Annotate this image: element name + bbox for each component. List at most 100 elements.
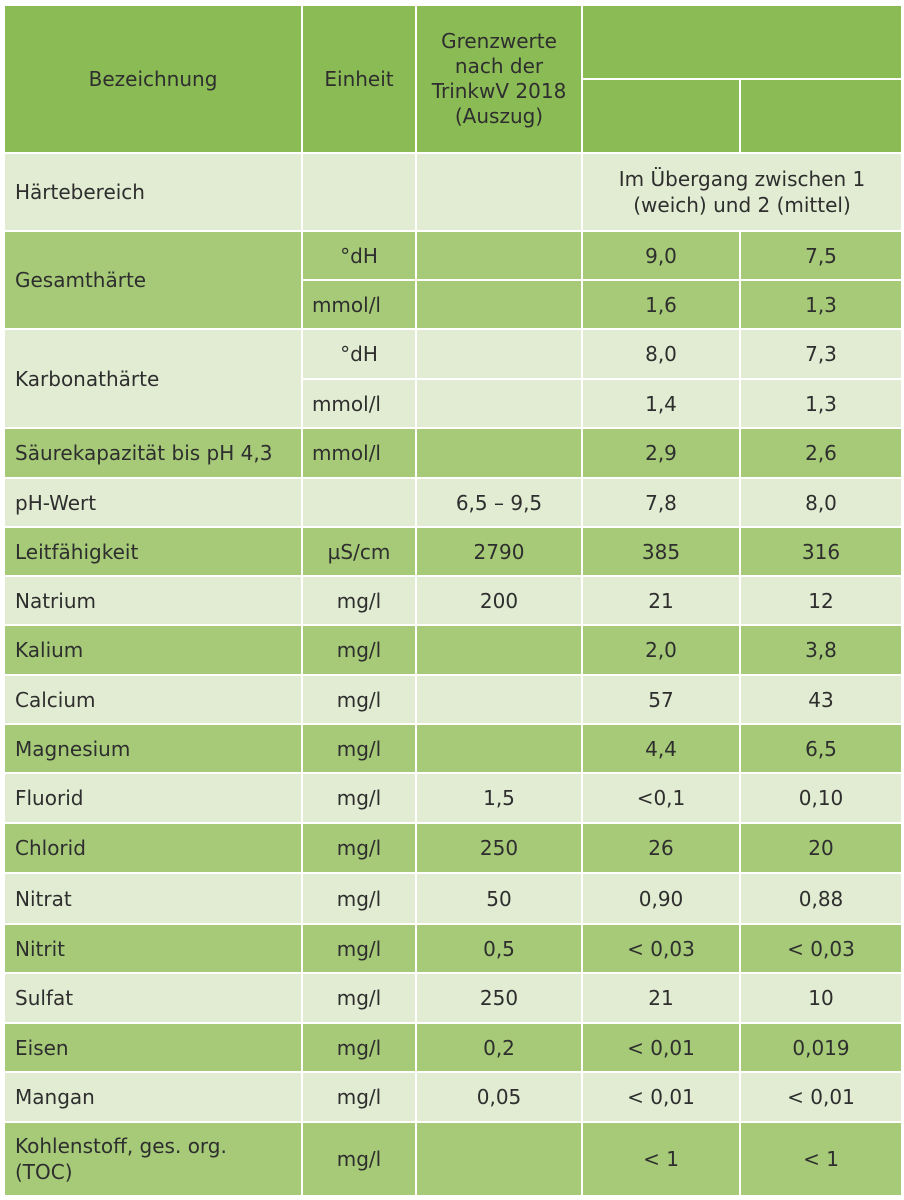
row-limit: 0,2 xyxy=(415,1022,583,1073)
row-name: Kohlenstoff, ges. org. (TOC) xyxy=(3,1121,303,1197)
row-name: Sulfat xyxy=(3,972,303,1024)
row-value-1: 26 xyxy=(581,822,741,874)
row-value-1: < 0,01 xyxy=(581,1071,741,1123)
row-unit: mmol/l xyxy=(301,427,417,479)
row-name: Nitrat xyxy=(3,872,303,925)
row-limit: 0,05 xyxy=(415,1071,583,1123)
row-unit: µS/cm xyxy=(301,526,417,577)
row-limit: 50 xyxy=(415,872,583,925)
row-unit: mg/l xyxy=(301,772,417,824)
row-limit xyxy=(415,674,583,725)
row-value-1: < 0,03 xyxy=(581,923,741,974)
row-unit: mg/l xyxy=(301,1121,417,1197)
row-name: Chlorid xyxy=(3,822,303,874)
row-name: Mangan xyxy=(3,1071,303,1123)
water-analysis-table: Bezeichnung Einheit Grenzwerte nach der … xyxy=(3,4,903,1197)
row-limit: 0,5 xyxy=(415,923,583,974)
karbonathaerte-unit-2: mmol/l xyxy=(301,378,417,429)
haertebereich-value: Im Übergang zwischen 1 (weich) und 2 (mi… xyxy=(581,152,903,232)
karbonathaerte-v2-2: 1,3 xyxy=(739,378,903,429)
gesamthaerte-label: Gesamthärte xyxy=(3,230,303,330)
header-unit: Einheit xyxy=(301,4,417,154)
row-value-1: < 1 xyxy=(581,1121,741,1197)
row-value-1: 4,4 xyxy=(581,723,741,774)
row-limit xyxy=(415,1121,583,1197)
karbonathaerte-v2-1: 7,3 xyxy=(739,328,903,380)
karbonathaerte-label: Karbonathärte xyxy=(3,328,303,429)
row-unit: mg/l xyxy=(301,624,417,676)
header-group xyxy=(581,4,903,80)
header-sub-2 xyxy=(739,78,903,154)
row-name: Natrium xyxy=(3,575,303,626)
gesamthaerte-v1-2: 1,6 xyxy=(581,279,741,330)
row-limit: 1,5 xyxy=(415,772,583,824)
gesamthaerte-v2-1: 7,5 xyxy=(739,230,903,281)
row-limit xyxy=(415,624,583,676)
gesamthaerte-limit-1 xyxy=(415,230,583,281)
row-name: Eisen xyxy=(3,1022,303,1073)
row-value-1: 21 xyxy=(581,972,741,1024)
row-unit xyxy=(301,477,417,528)
row-value-2: 0,10 xyxy=(739,772,903,824)
row-value-1: 21 xyxy=(581,575,741,626)
haertebereich-label: Härtebereich xyxy=(3,152,303,232)
karbonathaerte-limit-1 xyxy=(415,328,583,380)
row-name: Kalium xyxy=(3,624,303,676)
row-value-2: 3,8 xyxy=(739,624,903,676)
header-sub-1 xyxy=(581,78,741,154)
gesamthaerte-limit-2 xyxy=(415,279,583,330)
row-unit: mg/l xyxy=(301,1071,417,1123)
row-limit xyxy=(415,427,583,479)
karbonathaerte-limit-2 xyxy=(415,378,583,429)
row-value-2: 10 xyxy=(739,972,903,1024)
haertebereich-limit xyxy=(415,152,583,232)
row-unit: mg/l xyxy=(301,674,417,725)
karbonathaerte-v1-2: 1,4 xyxy=(581,378,741,429)
row-value-2: 12 xyxy=(739,575,903,626)
haertebereich-unit xyxy=(301,152,417,232)
row-value-1: <0,1 xyxy=(581,772,741,824)
row-value-1: 0,90 xyxy=(581,872,741,925)
row-unit: mg/l xyxy=(301,575,417,626)
row-limit: 250 xyxy=(415,822,583,874)
row-value-2: 2,6 xyxy=(739,427,903,479)
row-value-2: < 0,01 xyxy=(739,1071,903,1123)
karbonathaerte-unit-1: °dH xyxy=(301,328,417,380)
gesamthaerte-unit-1: °dH xyxy=(301,230,417,281)
row-value-1: 385 xyxy=(581,526,741,577)
row-name: Leitfähigkeit xyxy=(3,526,303,577)
row-value-1: 2,0 xyxy=(581,624,741,676)
row-value-2: 6,5 xyxy=(739,723,903,774)
gesamthaerte-v2-2: 1,3 xyxy=(739,279,903,330)
row-unit: mg/l xyxy=(301,1022,417,1073)
row-limit: 250 xyxy=(415,972,583,1024)
row-unit: mg/l xyxy=(301,923,417,974)
row-unit: mg/l xyxy=(301,723,417,774)
gesamthaerte-v1-1: 9,0 xyxy=(581,230,741,281)
row-value-2: 0,88 xyxy=(739,872,903,925)
karbonathaerte-v1-1: 8,0 xyxy=(581,328,741,380)
row-limit: 6,5 – 9,5 xyxy=(415,477,583,528)
row-value-1: < 0,01 xyxy=(581,1022,741,1073)
row-value-2: < 0,03 xyxy=(739,923,903,974)
gesamthaerte-unit-2: mmol/l xyxy=(301,279,417,330)
row-value-2: 0,019 xyxy=(739,1022,903,1073)
row-value-2: 43 xyxy=(739,674,903,725)
row-unit: mg/l xyxy=(301,822,417,874)
row-value-1: 57 xyxy=(581,674,741,725)
header-limit: Grenzwerte nach der TrinkwV 2018 (Auszug… xyxy=(415,4,583,154)
row-value-1: 2,9 xyxy=(581,427,741,479)
row-limit: 200 xyxy=(415,575,583,626)
row-value-2: < 1 xyxy=(739,1121,903,1197)
header-name: Bezeichnung xyxy=(3,4,303,154)
row-value-2: 8,0 xyxy=(739,477,903,528)
row-value-1: 7,8 xyxy=(581,477,741,528)
row-name: Nitrit xyxy=(3,923,303,974)
row-name: Säurekapazität bis pH 4,3 xyxy=(3,427,303,479)
row-limit: 2790 xyxy=(415,526,583,577)
row-name: pH-Wert xyxy=(3,477,303,528)
row-limit xyxy=(415,723,583,774)
row-name: Fluorid xyxy=(3,772,303,824)
row-value-2: 316 xyxy=(739,526,903,577)
row-unit: mg/l xyxy=(301,872,417,925)
